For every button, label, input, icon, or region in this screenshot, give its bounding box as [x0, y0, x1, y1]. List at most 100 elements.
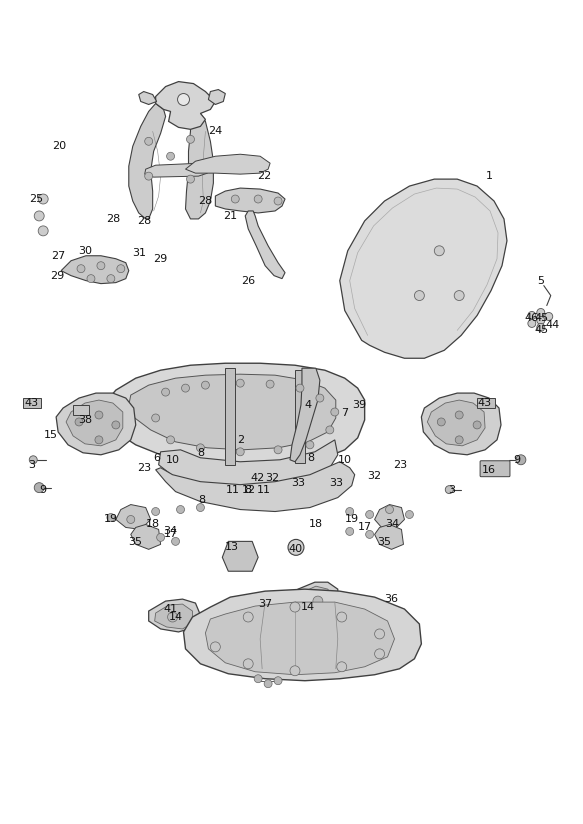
Text: 19: 19: [104, 514, 118, 525]
Text: 44: 44: [546, 321, 560, 330]
Circle shape: [346, 527, 354, 536]
Text: 33: 33: [291, 478, 305, 488]
Circle shape: [187, 176, 195, 183]
Circle shape: [161, 388, 170, 396]
Text: 23: 23: [394, 460, 408, 470]
Polygon shape: [156, 461, 354, 512]
Text: 11: 11: [257, 485, 271, 494]
Circle shape: [38, 194, 48, 204]
Circle shape: [117, 265, 125, 273]
Text: 26: 26: [241, 276, 255, 286]
Text: 39: 39: [353, 400, 367, 410]
Polygon shape: [222, 541, 258, 571]
Circle shape: [231, 195, 239, 203]
Text: 8: 8: [198, 494, 205, 504]
Text: 34: 34: [385, 519, 399, 530]
Text: 28: 28: [198, 196, 213, 206]
Text: 32: 32: [367, 471, 382, 480]
Bar: [477, 398, 495, 408]
Circle shape: [528, 320, 536, 327]
Circle shape: [38, 226, 48, 236]
Circle shape: [366, 511, 374, 518]
Text: 13: 13: [225, 542, 239, 552]
Circle shape: [127, 516, 135, 523]
Text: 34: 34: [163, 527, 178, 536]
Circle shape: [528, 311, 536, 320]
Circle shape: [254, 195, 262, 203]
Circle shape: [337, 612, 347, 622]
Polygon shape: [375, 504, 405, 530]
Circle shape: [75, 418, 83, 426]
Polygon shape: [61, 255, 129, 283]
Text: 3: 3: [448, 485, 455, 494]
Circle shape: [516, 455, 526, 465]
Text: 37: 37: [258, 599, 272, 609]
Circle shape: [157, 533, 164, 541]
Circle shape: [243, 612, 253, 622]
Circle shape: [167, 612, 178, 622]
Circle shape: [405, 511, 413, 518]
Circle shape: [107, 274, 115, 283]
Polygon shape: [129, 374, 336, 450]
Circle shape: [202, 382, 209, 389]
Bar: [23, 398, 41, 408]
Polygon shape: [295, 370, 305, 463]
Text: 46: 46: [525, 313, 539, 324]
Circle shape: [455, 436, 463, 444]
Text: 28: 28: [138, 216, 152, 226]
Polygon shape: [106, 363, 364, 466]
Text: 36: 36: [385, 594, 399, 604]
Circle shape: [87, 274, 95, 283]
Text: 38: 38: [78, 415, 92, 425]
Polygon shape: [340, 179, 507, 358]
Circle shape: [454, 291, 464, 301]
Circle shape: [112, 421, 120, 429]
Text: 15: 15: [44, 430, 58, 440]
Text: 25: 25: [29, 194, 43, 204]
Polygon shape: [154, 604, 192, 629]
Circle shape: [77, 265, 85, 273]
Text: 24: 24: [208, 126, 223, 136]
Polygon shape: [159, 440, 338, 488]
Circle shape: [375, 629, 385, 639]
Polygon shape: [185, 154, 270, 174]
Text: 19: 19: [345, 514, 359, 525]
Text: 2: 2: [237, 435, 244, 445]
Text: 32: 32: [265, 473, 279, 483]
Text: 10: 10: [166, 455, 180, 465]
Circle shape: [254, 675, 262, 683]
Circle shape: [313, 596, 323, 606]
Text: 27: 27: [51, 250, 65, 260]
Polygon shape: [145, 163, 208, 177]
Text: 40: 40: [289, 545, 303, 555]
Circle shape: [236, 379, 244, 387]
Circle shape: [187, 135, 195, 143]
Circle shape: [331, 408, 339, 416]
Text: 3: 3: [28, 460, 35, 470]
Circle shape: [288, 540, 304, 555]
Circle shape: [177, 506, 184, 513]
Circle shape: [152, 414, 160, 422]
Text: 35: 35: [378, 537, 392, 547]
Circle shape: [167, 152, 174, 160]
Text: 45: 45: [535, 325, 549, 335]
Text: 9: 9: [40, 485, 47, 494]
Circle shape: [167, 436, 174, 444]
Circle shape: [178, 94, 189, 105]
Text: 21: 21: [223, 211, 237, 221]
Polygon shape: [185, 114, 213, 219]
Polygon shape: [156, 82, 215, 129]
Text: 10: 10: [338, 455, 352, 465]
Circle shape: [316, 394, 324, 402]
Circle shape: [346, 508, 354, 516]
Circle shape: [196, 444, 205, 452]
Text: 18: 18: [146, 519, 160, 530]
Circle shape: [537, 308, 545, 316]
Circle shape: [266, 380, 274, 388]
Text: 20: 20: [52, 141, 66, 152]
Polygon shape: [225, 368, 236, 465]
Text: 1: 1: [486, 171, 493, 181]
Polygon shape: [298, 583, 338, 617]
Circle shape: [181, 384, 189, 392]
Circle shape: [243, 659, 253, 669]
